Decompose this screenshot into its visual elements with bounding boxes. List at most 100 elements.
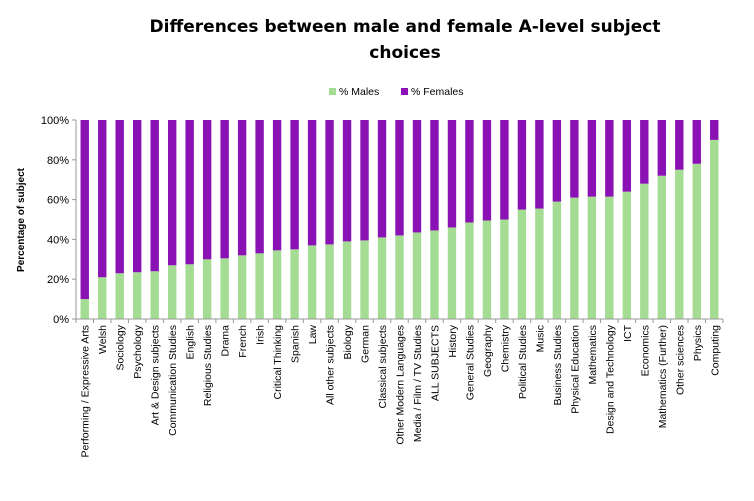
bar-segment-females [237, 120, 247, 256]
bar-segment-males [570, 197, 579, 319]
bar-segment-females [535, 120, 544, 209]
bar-segment-females [412, 120, 422, 233]
bar-segment-females [98, 120, 107, 278]
legend-label: % Males [339, 86, 379, 98]
x-tick-label: French [237, 325, 249, 358]
x-tick-label: Other Modern Languages [395, 325, 407, 445]
bar-segment-males [482, 220, 492, 319]
bar-segment-females [202, 120, 212, 260]
x-ticks-group: Performing / Expressive Arts Welsh Sociolo… [75, 319, 724, 457]
bar-segment-males [605, 196, 614, 319]
bar-segment-females [710, 120, 719, 140]
bar-segment-males [500, 219, 509, 319]
x-tick-label: Design and Technology [604, 324, 616, 434]
legend-swatch [401, 88, 408, 95]
x-tick-label: Geography [482, 324, 494, 377]
bar-segment-males [675, 169, 684, 319]
bar-segment-males [412, 232, 422, 319]
bar-segment-females [622, 120, 632, 192]
legend-swatch [329, 88, 336, 95]
bar-segment-males [220, 258, 229, 319]
x-tick-label: Performing / Expressive Arts [80, 325, 92, 457]
x-tick-label: English [185, 325, 197, 360]
x-tick-label: Drama [220, 325, 232, 357]
bar-segment-females [360, 120, 369, 241]
bar-segment-females [482, 120, 492, 221]
y-tick-label: 80% [47, 155, 69, 167]
bar-segment-females [605, 120, 614, 197]
bar-segment-males [430, 230, 439, 319]
x-tick-label: Physical Education [569, 325, 581, 414]
x-tick-label: Law [307, 325, 319, 345]
bar-segment-females [307, 120, 317, 246]
bar-segment-females [342, 120, 352, 242]
bar-segment-males [255, 253, 264, 319]
y-tick-label: 20% [47, 274, 69, 286]
x-tick-label: Art & Design subjects [150, 325, 162, 425]
y-axis-label: Percentage of subject [16, 167, 27, 272]
bar-segment-males [622, 191, 632, 319]
x-tick-label: Irish [255, 325, 267, 345]
bar-segment-males [290, 249, 299, 319]
bar-segment-males [517, 209, 527, 319]
x-tick-label: History [447, 324, 459, 357]
x-tick-label: Physics [692, 325, 704, 361]
bar-segment-males [465, 222, 474, 319]
y-tick-label: 100% [41, 115, 69, 127]
x-tick-label: Religious Studies [202, 325, 214, 406]
y-ticks-group: 0% 20% 40% 60% 80% 100% [41, 115, 76, 326]
bar-segment-males [167, 265, 177, 319]
x-tick-label: Mathematics (Further) [657, 325, 669, 428]
bar-segment-females [447, 120, 457, 228]
x-tick-label: Classical subjects [377, 325, 389, 408]
bar-segment-males [395, 235, 404, 319]
legend: % Males % Females [329, 86, 464, 98]
bar-segment-females [115, 120, 124, 274]
x-tick-label: Mathematics [587, 325, 599, 385]
bar-segment-females [150, 120, 159, 272]
bar-segment-females [587, 120, 597, 197]
bar-segment-females [80, 120, 89, 300]
bar-segment-males [360, 240, 369, 319]
x-tick-label: ICT [622, 324, 634, 342]
x-tick-label: Chemistry [499, 324, 511, 372]
bars-group [80, 120, 719, 319]
x-tick-label: Business Studies [552, 325, 564, 406]
legend-label: % Females [411, 86, 464, 98]
bar-segment-females [325, 120, 334, 245]
bar-segment-males [342, 241, 352, 319]
x-tick-label: Music [534, 325, 546, 352]
bar-segment-males [710, 139, 719, 319]
bar-segment-males [202, 259, 212, 319]
bar-segment-females [185, 120, 194, 265]
x-tick-label: All other subjects [325, 325, 337, 405]
bar-segment-males [133, 272, 142, 319]
y-tick-label: 40% [47, 234, 69, 246]
bar-segment-females [220, 120, 229, 259]
bar-segment-females [692, 120, 701, 164]
bar-segment-males [447, 227, 457, 319]
bar-segment-males [535, 208, 544, 319]
bar-segment-females [377, 120, 387, 238]
bar-segment-males [657, 175, 666, 319]
bar-segment-females [640, 120, 649, 184]
y-tick-label: 0% [53, 314, 69, 326]
bar-segment-males [150, 271, 159, 319]
bar-segment-females [465, 120, 474, 223]
x-tick-label: ALL SUBJECTS [429, 325, 441, 401]
x-tick-label: Other sciences [674, 325, 686, 395]
x-tick-label: General Studies [464, 325, 476, 400]
chart-title: Differences between male and female A-le… [149, 17, 661, 63]
x-tick-label: Psychology [132, 324, 144, 378]
bar-segment-females [675, 120, 684, 170]
bar-segment-males [115, 273, 124, 319]
bar-segment-females [272, 120, 282, 251]
bar-segment-females [430, 120, 439, 231]
bar-segment-males [272, 250, 282, 319]
y-tick-label: 60% [47, 195, 69, 207]
bar-segment-males [325, 244, 334, 319]
x-tick-label: Political Studies [517, 325, 529, 399]
bar-segment-males [237, 255, 247, 319]
bar-segment-females [657, 120, 666, 176]
